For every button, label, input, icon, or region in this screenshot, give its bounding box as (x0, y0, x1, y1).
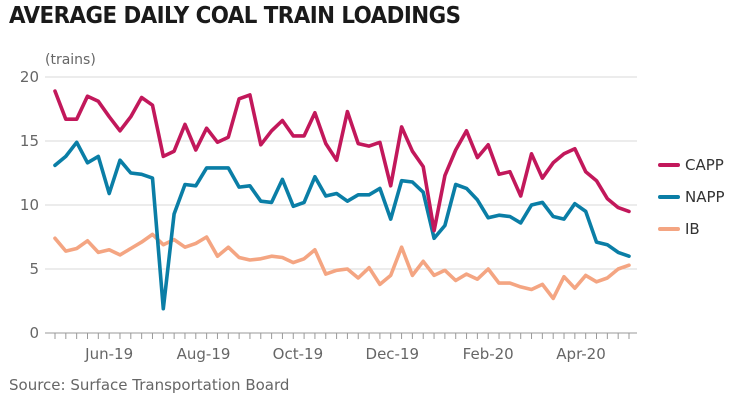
x-tick-label: Oct-19 (273, 345, 323, 363)
y-tick-label: 0 (29, 324, 39, 342)
x-axis: Jun-19 Aug-19 Oct-19 Dec-19 Feb-20 Apr-20 (45, 332, 637, 363)
x-tick-label: Apr-20 (556, 345, 606, 363)
x-tick-label: Feb-20 (463, 345, 514, 363)
y-axis-label: (trains) (45, 52, 96, 68)
source-note: Source: Surface Transportation Board (9, 376, 290, 394)
y-tick-label: 5 (29, 260, 39, 278)
series-line-napp (53, 140, 631, 311)
series-lines (53, 89, 631, 311)
x-tick-label: Jun-19 (84, 345, 133, 363)
legend-label: IB (685, 220, 700, 238)
series-line-capp (53, 89, 631, 233)
legend: CAPP NAPP IB (658, 156, 725, 238)
legend-item-napp: NAPP (658, 188, 725, 206)
legend-item-capp: CAPP (658, 156, 724, 174)
x-tick-label: Aug-19 (177, 345, 231, 363)
y-tick-label: 20 (20, 68, 39, 86)
x-tick-label: Dec-19 (366, 345, 420, 363)
series-line-ib (53, 232, 631, 301)
chart-title: AVERAGE DAILY COAL TRAIN LOADINGS (9, 3, 461, 29)
legend-item-ib: IB (658, 220, 700, 238)
y-tick-label: 15 (20, 132, 39, 150)
y-tick-label: 10 (20, 196, 39, 214)
legend-label: CAPP (685, 156, 724, 174)
legend-label: NAPP (685, 188, 725, 206)
y-axis-ticks: 0 5 10 15 20 (20, 68, 39, 342)
